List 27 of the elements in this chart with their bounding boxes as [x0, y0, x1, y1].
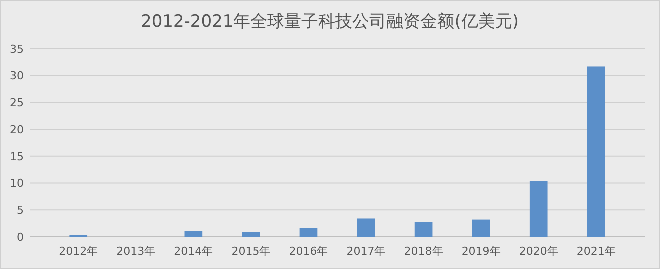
bar	[587, 66, 606, 237]
bar	[357, 218, 376, 237]
x-tick-label: 2018年	[404, 245, 444, 258]
x-tick-label: 2019年	[462, 245, 501, 258]
bar	[300, 228, 318, 237]
chart-title: 2012-2021年全球量子科技公司融资金额(亿美元)	[141, 12, 519, 32]
y-tick-label: 30	[10, 70, 24, 83]
x-tick-label: 2015年	[232, 245, 271, 258]
x-tick-label: 2016年	[289, 245, 328, 258]
y-tick-label: 10	[10, 177, 24, 190]
bar	[242, 232, 260, 237]
x-tick-label: 2017年	[346, 245, 386, 258]
x-tick-label: 2013年	[116, 245, 156, 258]
y-tick-label: 25	[10, 96, 24, 110]
x-tick-label: 2012年	[59, 245, 98, 258]
y-tick-label: 0	[17, 230, 24, 244]
bar	[184, 231, 203, 237]
x-tick-label: 2014年	[174, 245, 214, 258]
x-tick-label: 2020年	[519, 245, 558, 258]
y-tick-label: 5	[17, 204, 24, 217]
bar	[414, 222, 433, 237]
y-tick-label: 20	[10, 123, 24, 136]
bar	[530, 181, 548, 237]
y-tick-label: 15	[10, 150, 24, 164]
bar	[472, 220, 490, 237]
x-tick-label: 2021年	[576, 245, 616, 258]
y-tick-label: 35	[10, 42, 24, 56]
